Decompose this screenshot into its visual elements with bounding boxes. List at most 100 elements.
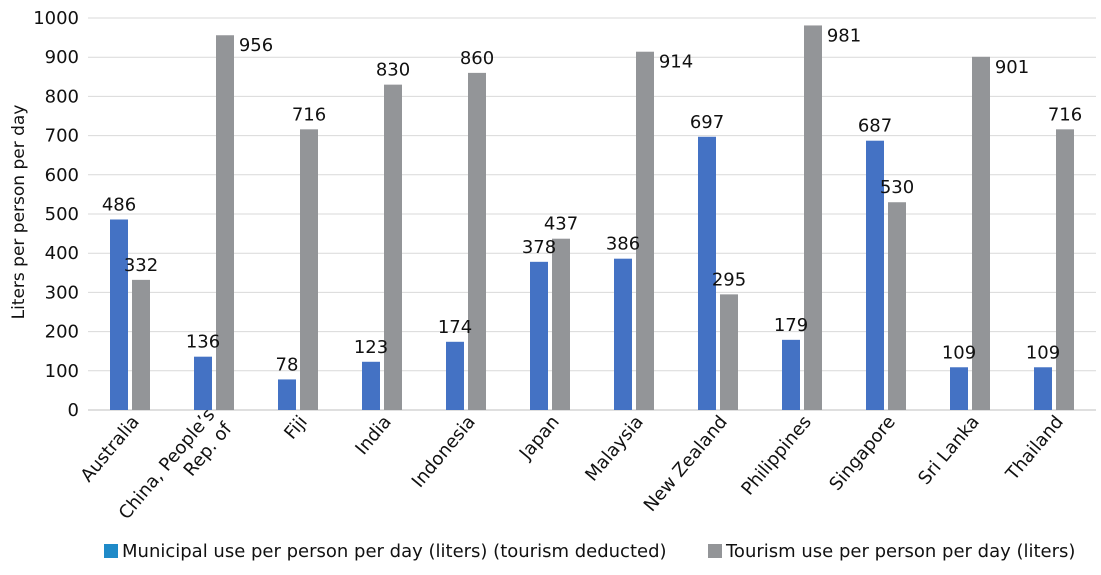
- bar-municipal: [1034, 367, 1052, 410]
- bars: [110, 25, 1074, 411]
- bar-tourism: [888, 202, 906, 410]
- x-tick-label: New Zealand: [640, 412, 732, 516]
- x-tick-text: Japan: [515, 412, 564, 465]
- bar-municipal: [362, 361, 380, 410]
- gridlines: [88, 17, 1096, 411]
- bar-tourism: [972, 56, 990, 411]
- y-tick-label: 800: [45, 86, 79, 107]
- data-label: 109: [942, 342, 976, 363]
- y-tick-label: 500: [45, 204, 79, 225]
- legend-swatch: [708, 544, 722, 558]
- x-tick-label: India: [351, 412, 395, 459]
- bar-municipal: [866, 140, 884, 411]
- x-tick-line: Japan: [515, 412, 564, 465]
- x-tick-text: Sri Lanka: [914, 412, 984, 489]
- bar-tourism: [552, 238, 570, 410]
- data-label: 716: [292, 104, 326, 125]
- y-tick-label: 200: [45, 322, 79, 343]
- bar-municipal: [950, 367, 968, 410]
- x-tick-line: Thailand: [1001, 412, 1067, 485]
- data-label: 174: [438, 317, 472, 338]
- bar-municipal: [782, 339, 800, 410]
- data-label: 123: [354, 337, 388, 358]
- x-tick-line: India: [351, 412, 395, 459]
- data-label: 109: [1026, 342, 1060, 363]
- data-label: 956: [239, 35, 273, 56]
- y-axis-label: Liters per person per day: [9, 105, 29, 320]
- data-label: 78: [276, 354, 299, 375]
- legend-label: Tourism use per person per day (liters): [725, 541, 1075, 562]
- x-tick-line: Singapore: [825, 412, 899, 495]
- x-tick-text: Philippines: [737, 412, 815, 500]
- x-tick-text: Singapore: [825, 412, 899, 495]
- y-tick-label: 700: [45, 126, 79, 147]
- bar-tourism: [384, 84, 402, 410]
- x-tick-label: Sri Lanka: [914, 412, 984, 489]
- data-label: 901: [995, 57, 1029, 78]
- x-tick-line: Fiji: [280, 412, 312, 444]
- legend-swatch: [104, 544, 118, 558]
- x-tick-label: Thailand: [1001, 412, 1067, 485]
- data-label: 378: [522, 237, 556, 258]
- bar-tourism: [216, 35, 234, 411]
- x-tick-text: Indonesia: [408, 412, 480, 492]
- data-label: 486: [102, 194, 136, 215]
- y-tick-label: 600: [45, 165, 79, 186]
- x-tick-label: Japan: [515, 412, 564, 465]
- x-tick-text: Australia: [77, 412, 144, 486]
- data-label: 981: [827, 25, 861, 46]
- bar-tourism: [468, 72, 486, 410]
- bar-municipal: [110, 219, 128, 410]
- bar-municipal: [614, 258, 632, 410]
- bar-municipal: [278, 379, 296, 410]
- x-tick-label: Indonesia: [408, 412, 480, 492]
- data-label: 830: [376, 60, 410, 81]
- bar-tourism: [300, 129, 318, 410]
- data-label: 437: [544, 214, 578, 235]
- bar-municipal: [698, 136, 716, 410]
- x-tick-text: Fiji: [280, 412, 312, 444]
- bar-tourism: [636, 51, 654, 410]
- x-tick-text: India: [351, 412, 395, 459]
- x-tick-text: Thailand: [1001, 412, 1067, 485]
- bar-municipal: [194, 356, 212, 410]
- x-tick-label: Fiji: [280, 412, 312, 444]
- data-label: 386: [606, 234, 640, 255]
- bar-tourism: [720, 294, 738, 410]
- x-tick-label: Australia: [77, 412, 144, 486]
- legend: Municipal use per person per day (liters…: [104, 541, 1075, 562]
- data-label: 697: [690, 112, 724, 133]
- x-tick-line: Australia: [77, 412, 144, 486]
- x-tick-line: Sri Lanka: [914, 412, 984, 489]
- y-tick-label: 100: [45, 361, 79, 382]
- y-tick-label: 900: [45, 47, 79, 68]
- x-tick-text: Malaysia: [581, 412, 648, 486]
- bar-tourism: [132, 279, 150, 410]
- y-axis: 0 100 200 300 400 500 600 700 800 900 1000: [33, 8, 79, 421]
- x-tick-line: Philippines: [737, 412, 815, 500]
- x-tick-label: Malaysia: [581, 412, 648, 486]
- data-label: 914: [659, 52, 693, 73]
- x-tick-line: Indonesia: [408, 412, 480, 492]
- bar-tourism: [804, 25, 822, 411]
- data-label: 136: [186, 332, 220, 353]
- data-label: 295: [712, 269, 746, 290]
- data-label: 687: [858, 116, 892, 137]
- data-label: 179: [774, 315, 808, 336]
- bar-tourism: [1056, 129, 1074, 410]
- data-label: 716: [1048, 104, 1082, 125]
- legend-label: Municipal use per person per day (liters…: [122, 541, 667, 562]
- x-tick-label: Philippines: [737, 412, 815, 500]
- data-label: 332: [124, 255, 158, 276]
- x-tick-text: New Zealand: [640, 412, 732, 516]
- y-tick-label: 1000: [33, 8, 79, 29]
- y-tick-label: 0: [68, 400, 79, 421]
- y-tick-label: 400: [45, 243, 79, 264]
- x-tick-line: Malaysia: [581, 412, 648, 486]
- data-label: 860: [460, 48, 494, 69]
- bar-municipal: [530, 261, 548, 410]
- bar-municipal: [446, 341, 464, 410]
